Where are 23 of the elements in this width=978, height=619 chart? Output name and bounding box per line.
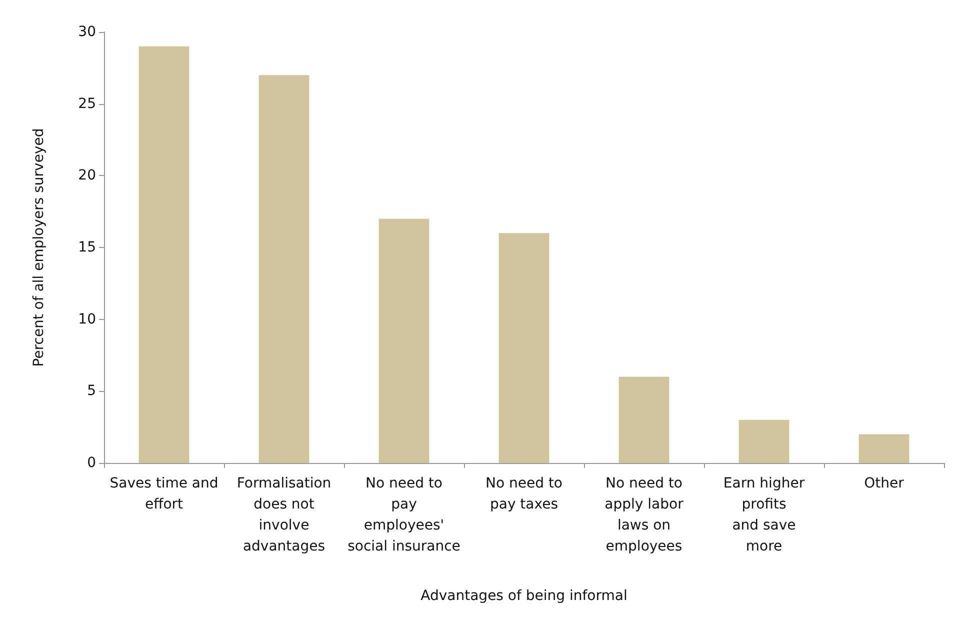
bar xyxy=(378,218,430,463)
y-axis-title: Percent of all employers surveyed xyxy=(31,128,47,367)
y-tick-label: 25 xyxy=(78,96,96,112)
x-tick-label: No need to pay employees' social insurance xyxy=(348,476,460,554)
bar xyxy=(618,376,670,463)
x-tick-label: Saves time and effort xyxy=(110,476,218,512)
x-tick-label: No need to apply labor laws on employees xyxy=(604,476,684,554)
x-tick-label: Earn higher profits and save more xyxy=(723,476,805,554)
bar xyxy=(738,420,790,463)
x-tick-label: Other xyxy=(864,476,904,492)
x-tick-label: Formalisation does not involve advantages xyxy=(236,476,332,554)
y-tick-label: 20 xyxy=(78,168,96,184)
y-tick-label: 5 xyxy=(87,383,96,400)
y-tick-label: 10 xyxy=(78,311,96,328)
bar xyxy=(258,75,310,463)
bar xyxy=(138,46,190,463)
bar xyxy=(498,233,550,463)
bar xyxy=(858,434,910,463)
y-tick-label: 0 xyxy=(87,455,96,471)
y-tick-label: 30 xyxy=(78,24,96,40)
x-axis-title: Advantages of being informal xyxy=(420,588,628,604)
y-tick-label: 15 xyxy=(78,240,96,256)
x-tick-label: No need to pay taxes xyxy=(486,476,562,512)
